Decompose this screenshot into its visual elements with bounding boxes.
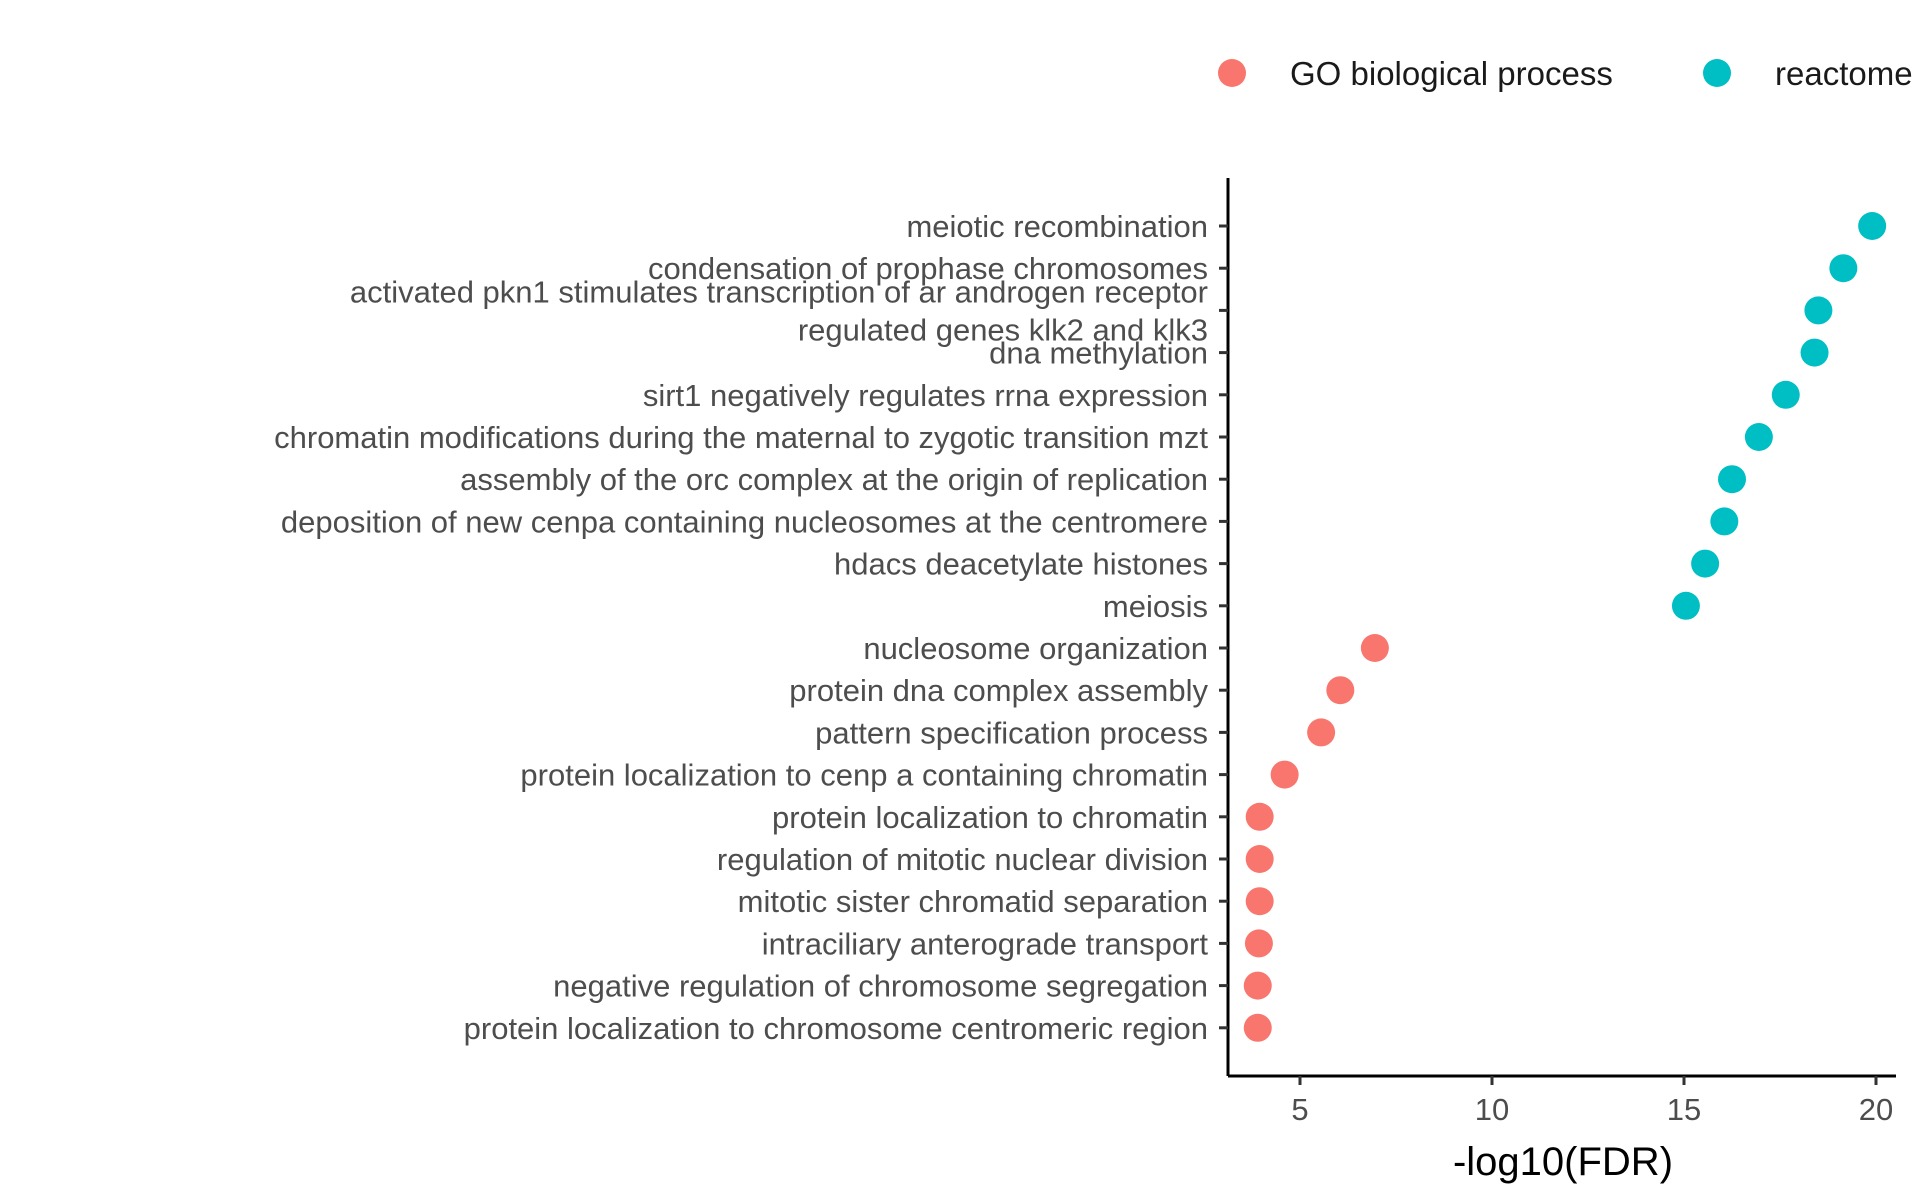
y-tick-label: mitotic sister chromatid separation [738,884,1208,919]
data-point [1270,760,1299,789]
legend-label: GO biological process [1290,55,1613,92]
data-point [1243,1013,1272,1042]
data-point [1771,380,1800,409]
legend-item: GO biological process [1218,55,1613,92]
x-tick-label: 20 [1859,1092,1893,1127]
data-point [1245,802,1274,831]
data-point [1671,591,1700,620]
y-tick-label: assembly of the orc complex at the origi… [460,462,1208,497]
legend: GO biological process reactome [1218,55,1913,92]
y-tick-label: hdacs deacetylate histones [834,547,1208,582]
y-tick-label: dna methylation [989,336,1208,371]
y-tick-label: activated pkn1 stimulates transcription … [350,274,1208,347]
data-point [1245,845,1274,873]
y-tick-label: protein localization to cenp a containin… [520,758,1208,793]
y-tick-label: regulation of mitotic nuclear division [717,842,1208,877]
data-point [1691,549,1720,578]
y-tick-label: negative regulation of chromosome segreg… [553,969,1208,1004]
y-tick-label: sirt1 negatively regulates rrna expressi… [643,378,1208,413]
data-points [1243,212,1887,1042]
data-point [1829,254,1858,283]
x-tick-label: 10 [1475,1092,1509,1127]
data-point [1360,634,1389,662]
data-point [1858,212,1887,240]
y-tick-label: meiotic recombination [906,209,1208,244]
y-tick-label: protein localization to chromosome centr… [464,1011,1208,1046]
legend-key [1218,59,1246,87]
data-point [1245,887,1274,916]
y-tick-label: intraciliary anterograde transport [762,926,1209,961]
y-tick-label: chromatin modifications during the mater… [274,420,1208,455]
data-point [1800,338,1829,367]
x-tick-label: 15 [1667,1092,1701,1127]
legend-label: reactome [1775,55,1913,92]
data-point [1718,465,1746,494]
data-point [1710,507,1739,536]
data-point [1744,423,1773,451]
y-tick-label: meiosis [1103,589,1208,624]
y-tick-label: protein dna complex assembly [789,673,1208,708]
y-tick-label: deposition of new cenpa containing nucle… [281,504,1208,539]
data-point [1244,929,1273,958]
legend-key [1703,59,1731,87]
data-point [1307,718,1336,747]
data-point [1326,676,1355,705]
data-point [1243,971,1272,1000]
y-axis: meiotic recombination condensation of pro… [274,178,1230,1076]
data-point [1804,296,1833,325]
y-tick-label: condensation of prophase chromosomes [648,251,1208,286]
y-tick-label: nucleosome organization [863,631,1208,666]
x-axis-title: -log10(FDR) [1453,1140,1673,1184]
legend-item: reactome [1703,55,1913,92]
y-tick-label: pattern specification process [815,715,1208,750]
x-axis: 5 10 15 20 [1228,1074,1896,1127]
y-tick-label: protein localization to chromatin [772,800,1208,835]
x-tick-label: 5 [1291,1092,1308,1127]
